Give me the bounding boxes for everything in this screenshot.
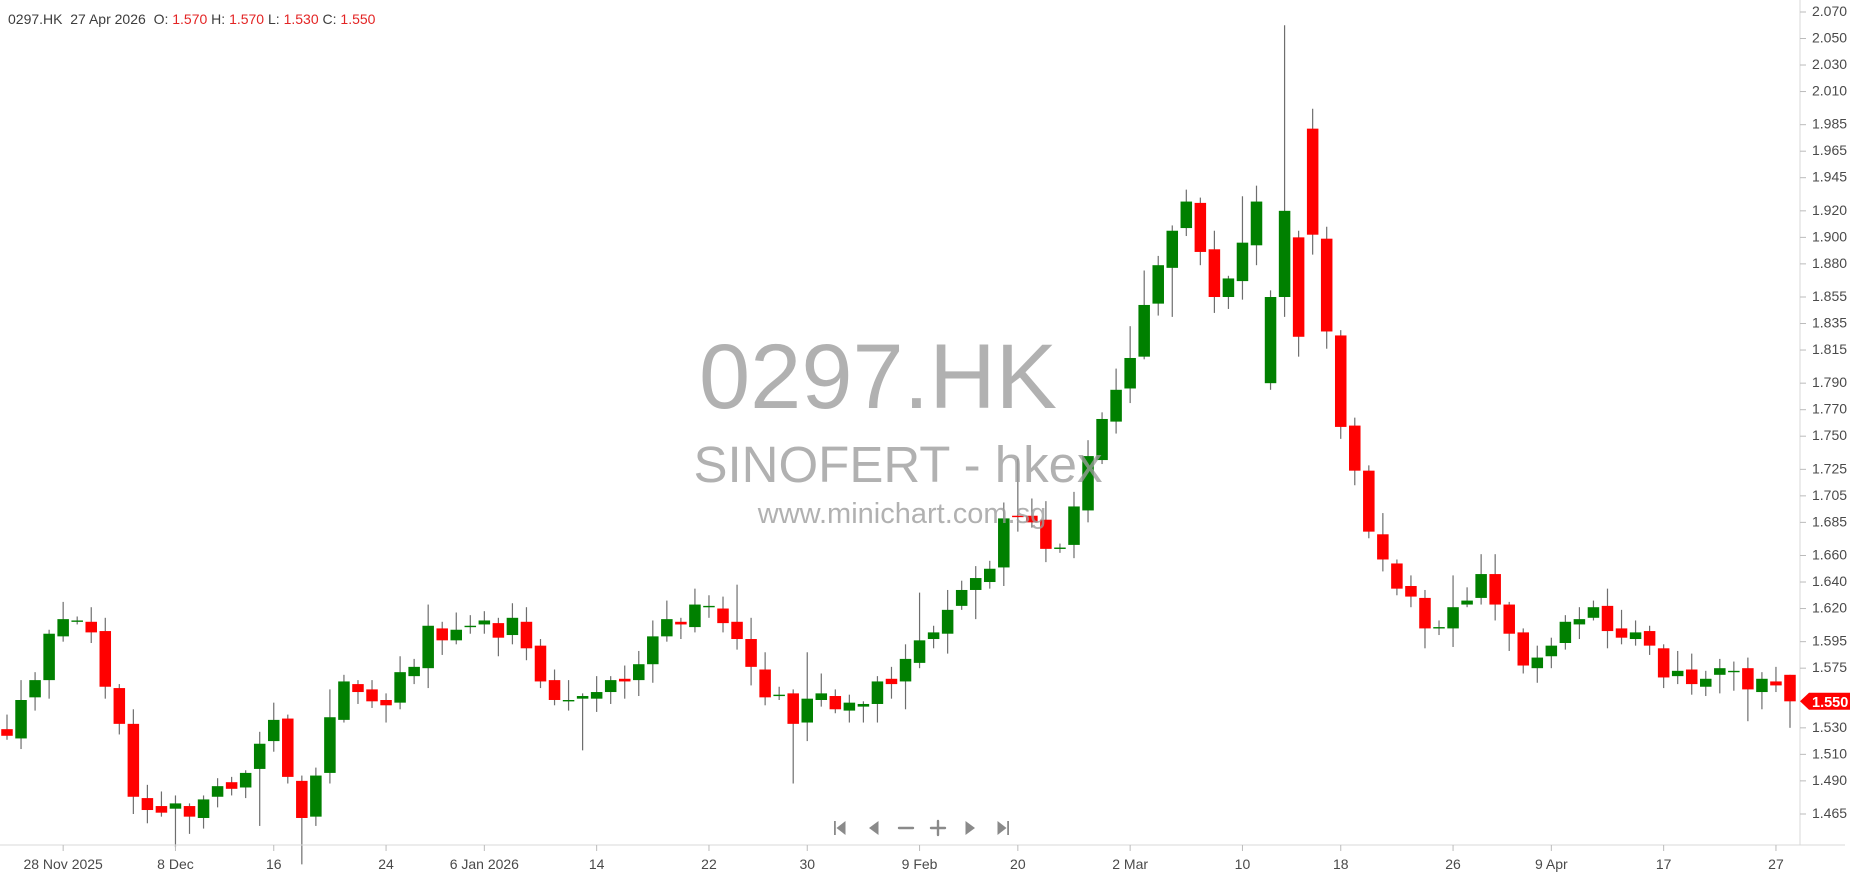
svg-text:1.465: 1.465 [1812, 805, 1847, 821]
svg-text:1.750: 1.750 [1812, 427, 1847, 443]
svg-text:1.855: 1.855 [1812, 288, 1847, 304]
svg-text:1.490: 1.490 [1812, 772, 1847, 788]
svg-text:1.835: 1.835 [1812, 315, 1847, 331]
svg-text:22: 22 [701, 856, 717, 872]
svg-text:1.790: 1.790 [1812, 374, 1847, 390]
svg-text:1.660: 1.660 [1812, 547, 1847, 563]
svg-text:1.900: 1.900 [1812, 228, 1847, 244]
svg-text:14: 14 [589, 856, 605, 872]
svg-text:1.595: 1.595 [1812, 633, 1847, 649]
svg-text:16: 16 [266, 856, 282, 872]
svg-text:1.945: 1.945 [1812, 169, 1847, 185]
svg-text:1.880: 1.880 [1812, 255, 1847, 271]
svg-text:10: 10 [1235, 856, 1251, 872]
svg-text:2.030: 2.030 [1812, 56, 1847, 72]
svg-text:2.010: 2.010 [1812, 83, 1847, 99]
svg-text:28 Nov 2025: 28 Nov 2025 [23, 856, 103, 872]
svg-text:18: 18 [1333, 856, 1349, 872]
svg-text:30: 30 [799, 856, 815, 872]
svg-text:2.050: 2.050 [1812, 30, 1847, 46]
svg-text:1.705: 1.705 [1812, 487, 1847, 503]
svg-text:9 Apr: 9 Apr [1535, 856, 1568, 872]
svg-text:1.575: 1.575 [1812, 659, 1847, 675]
svg-text:1.550: 1.550 [1812, 695, 1848, 711]
svg-text:1.725: 1.725 [1812, 460, 1847, 476]
svg-text:1.640: 1.640 [1812, 573, 1847, 589]
svg-text:2.070: 2.070 [1812, 3, 1847, 19]
svg-text:27: 27 [1768, 856, 1784, 872]
svg-text:1.770: 1.770 [1812, 401, 1847, 417]
svg-text:6 Jan 2026: 6 Jan 2026 [450, 856, 519, 872]
svg-text:17: 17 [1656, 856, 1672, 872]
svg-text:2 Mar: 2 Mar [1112, 856, 1148, 872]
svg-text:1.685: 1.685 [1812, 513, 1847, 529]
svg-text:20: 20 [1010, 856, 1026, 872]
svg-text:1.620: 1.620 [1812, 600, 1847, 616]
svg-text:1.920: 1.920 [1812, 202, 1847, 218]
svg-text:1.530: 1.530 [1812, 719, 1847, 735]
svg-text:1.815: 1.815 [1812, 341, 1847, 357]
svg-text:9 Feb: 9 Feb [902, 856, 938, 872]
svg-text:26: 26 [1445, 856, 1461, 872]
svg-text:1.965: 1.965 [1812, 142, 1847, 158]
svg-text:24: 24 [378, 856, 394, 872]
svg-text:8 Dec: 8 Dec [157, 856, 194, 872]
svg-text:1.510: 1.510 [1812, 745, 1847, 761]
svg-text:1.985: 1.985 [1812, 116, 1847, 132]
